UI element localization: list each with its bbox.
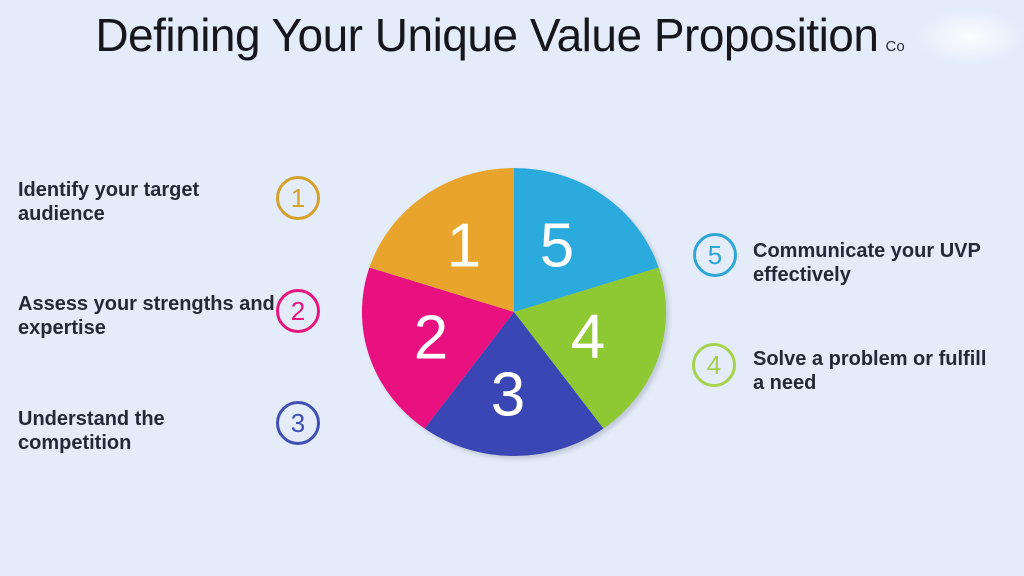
title-row: Defining Your Unique Value Proposition C… — [0, 8, 1012, 62]
watermark-smudge — [915, 8, 1024, 66]
page-title: Defining Your Unique Value Proposition — [95, 9, 879, 61]
step-2-label: Assess your strengths and expertise — [18, 293, 275, 339]
step-4-badge: 4 — [692, 343, 736, 387]
step-2-badge: 2 — [276, 289, 320, 333]
step-3-label: Understand the competition — [18, 408, 165, 454]
pie-slice-3 — [424, 312, 604, 457]
pie-slice-5 — [514, 168, 659, 312]
pie-slice-1-number: 1 — [447, 212, 481, 281]
pie-slice-1 — [369, 168, 514, 312]
step-1-badge: 1 — [276, 176, 320, 220]
step-3-badge: 3 — [276, 401, 320, 445]
step-5-label: Communicate your UVP effectively — [753, 240, 981, 286]
pie-slice-3-number: 3 — [491, 361, 525, 430]
pie-slice-4-number: 4 — [571, 303, 605, 372]
pie-slice-5-number: 5 — [540, 212, 574, 281]
pie-slice-4 — [514, 267, 667, 429]
step-4-label: Solve a problem or fulfill a need — [753, 348, 987, 394]
pie-slice-2-number: 2 — [414, 304, 448, 373]
pie-slice-2 — [361, 267, 514, 429]
step-1-label: Identify your target audience — [18, 179, 200, 225]
step-5-badge: 5 — [693, 233, 737, 277]
title-suffix: Co — [885, 38, 905, 55]
